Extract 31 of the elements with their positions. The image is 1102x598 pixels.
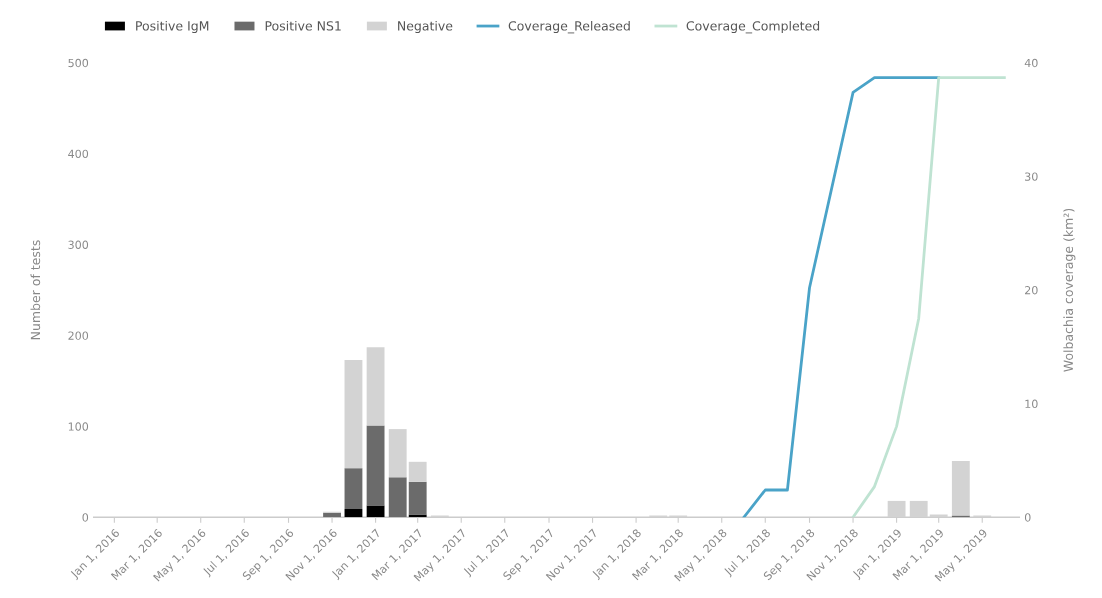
bar <box>408 461 427 482</box>
y2-axis-title: Wolbachia coverage (km²) <box>1063 208 1076 372</box>
bar <box>408 481 427 515</box>
y2-tick-label: 20 <box>1025 286 1038 295</box>
bar <box>366 347 385 426</box>
y-tick-label: 0 <box>82 513 89 522</box>
y2-tick-label: 30 <box>1025 172 1038 181</box>
bar <box>951 460 970 516</box>
bar <box>388 429 407 478</box>
line-series <box>742 76 941 518</box>
legend-label: Coverage_Completed <box>686 20 820 34</box>
y2-tick-label: 40 <box>1024 58 1038 68</box>
legend-label: Positive NS1 <box>265 20 341 31</box>
y-tick-label: 500 <box>68 58 89 68</box>
bar <box>366 425 385 506</box>
bar <box>388 477 407 518</box>
bar <box>344 509 363 518</box>
line-series <box>851 76 1006 518</box>
y2-tick-label: 10 <box>1025 399 1038 409</box>
legend-label: Positive IgM <box>136 20 209 34</box>
y2-tick-label: 0 <box>1024 513 1031 522</box>
y-tick-label: 100 <box>68 422 89 431</box>
y-tick-label: 300 <box>68 240 89 249</box>
bar <box>366 505 385 518</box>
y-tick-label: 400 <box>68 149 89 159</box>
legend-label: Negative <box>398 20 453 34</box>
bar <box>344 468 363 510</box>
y-axis-title: Number of tests <box>30 240 41 340</box>
legend-label: Coverage_Released <box>508 20 630 34</box>
y-tick-label: 200 <box>68 331 89 340</box>
bar <box>344 360 363 469</box>
